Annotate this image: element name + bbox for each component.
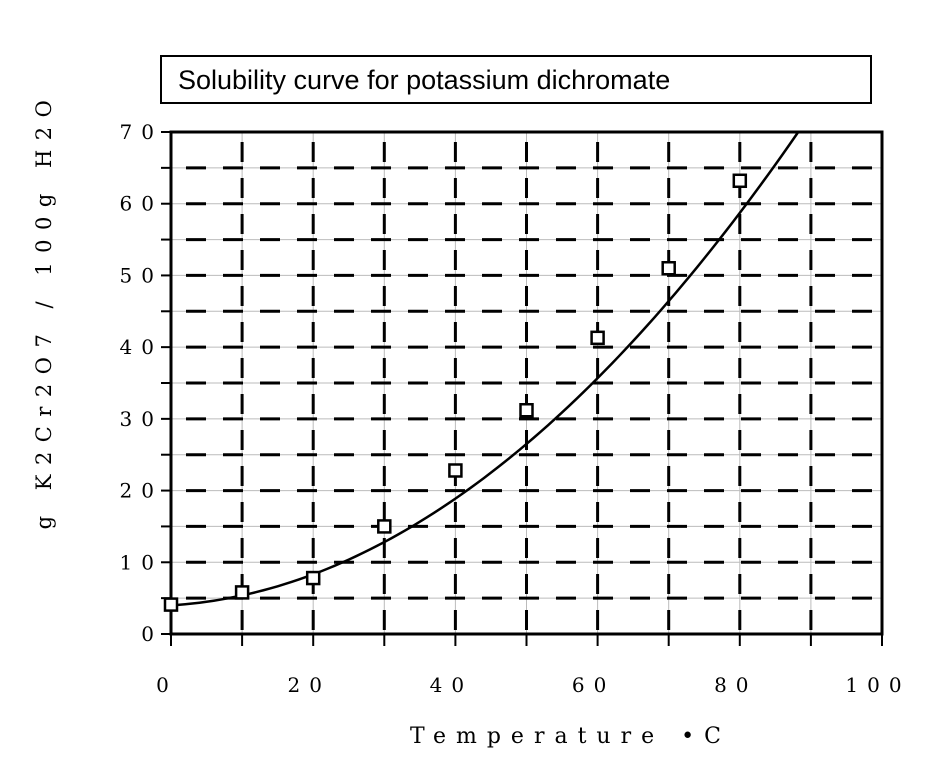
y-tick-label: 0 [141, 622, 163, 646]
y-tick-label: 20 [120, 479, 163, 503]
data-point [519, 403, 534, 418]
data-point [590, 330, 605, 346]
x-tick-label: 40 [430, 673, 473, 697]
y-tick-label: 30 [120, 407, 163, 431]
data-point [163, 597, 179, 612]
y-tick-label: 60 [120, 192, 163, 216]
fit-curve [170, 131, 800, 607]
x-tick-label: 100 [845, 673, 910, 697]
data-point [448, 463, 463, 478]
chart-title: Solubility curve for potassium dichromat… [178, 65, 671, 95]
chart-title-box: Solubility curve for potassium dichromat… [160, 55, 872, 104]
y-tick-label: 40 [120, 335, 163, 359]
x-tick-label: 20 [287, 673, 330, 697]
y-tick-label: 50 [120, 263, 163, 287]
y-tick-label: 10 [120, 550, 163, 574]
x-tick-label: 60 [572, 673, 615, 697]
data-point [305, 570, 321, 586]
data-point [234, 585, 250, 600]
data-point [661, 261, 676, 276]
x-tick-label: 0 [156, 673, 178, 697]
y-tick-label: 70 [120, 120, 163, 144]
x-tick-label: 80 [714, 673, 757, 697]
x-axis-label: Temperature •C [410, 724, 731, 749]
data-point [732, 173, 748, 189]
data-point [377, 519, 392, 534]
